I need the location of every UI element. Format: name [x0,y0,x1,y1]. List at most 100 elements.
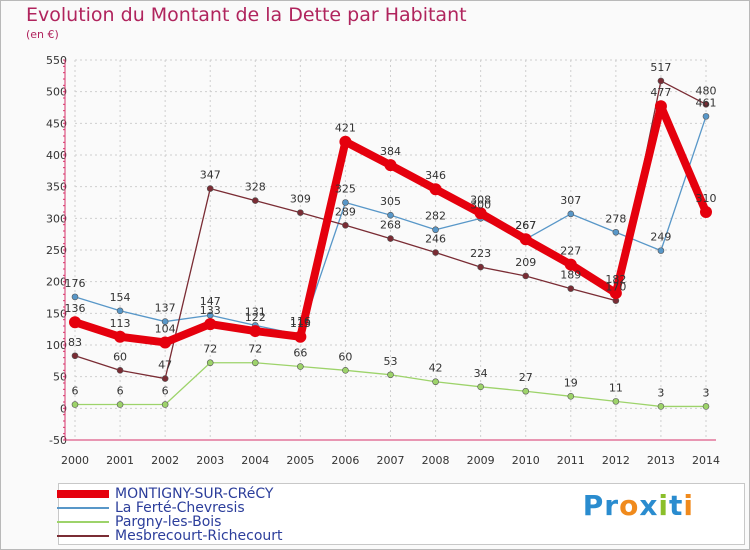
chart-title: Evolution du Montant de la Dette par Hab… [26,4,467,26]
data-point [161,401,169,408]
x-tick-label: 2004 [241,454,269,467]
data-point [429,183,442,196]
data-point [206,359,214,367]
y-tick-label: 350 [46,181,67,194]
data-label: 113 [290,317,311,330]
data-label: 384 [380,145,401,158]
data-point [294,330,307,343]
logo-letter: r [604,489,620,522]
legend-item: La Ferté-Chevresis [57,501,245,515]
data-label: 289 [335,205,356,218]
data-point [114,330,127,343]
data-label: 53 [384,355,398,368]
data-point [161,318,169,325]
data-label: 83 [68,336,82,349]
data-point [206,185,214,192]
x-tick-label: 2002 [151,454,179,467]
data-label: 189 [560,269,581,282]
data-point [297,363,304,370]
data-label: 11 [609,381,623,394]
data-label: 3 [657,386,664,399]
line-chart: -500501001502002503003504004505005502000… [46,54,720,467]
logo-letter: P [582,489,605,522]
data-label: 310 [696,192,717,205]
data-point [297,209,304,216]
data-label: 421 [335,122,356,135]
logo-letter: i [658,489,669,522]
data-label: 170 [605,281,626,294]
data-label: 346 [425,169,446,182]
x-tick-label: 2000 [61,454,89,467]
data-point [342,367,349,374]
data-point [432,249,439,256]
data-label: 113 [110,317,131,330]
data-label: 328 [245,181,266,194]
legend-item: MONTIGNY-SUR-CRéCY [57,487,273,501]
data-label: 6 [117,385,124,398]
x-tick-label: 2010 [512,454,540,467]
data-point [612,398,620,405]
data-point [71,293,79,301]
data-point [612,228,620,236]
data-label: 480 [696,84,717,97]
data-label: 104 [155,322,176,335]
legend-label: Pargny-les-Bois [115,514,222,530]
data-label: 461 [696,96,717,109]
data-label: 300 [470,198,491,211]
data-label: 267 [515,219,536,232]
data-point [474,207,487,220]
legend-label: Mesbrecourt-Richecourt [115,528,283,544]
legend-item: Mesbrecourt-Richecourt [57,529,283,543]
data-point [69,316,81,329]
data-point [71,401,79,408]
data-point [564,258,577,271]
data-point [657,77,665,85]
data-point [161,375,169,382]
x-tick-label: 2001 [106,454,134,467]
legend-label: La Ferté-Chevresis [115,500,245,516]
logo-letter: i [683,489,694,522]
data-point [702,101,710,108]
data-point [700,206,712,218]
data-label: 131 [245,305,266,318]
data-label: 72 [203,343,217,356]
data-label: 308 [470,193,491,206]
data-label: 209 [515,256,536,269]
data-label: 309 [290,193,311,206]
data-label: 6 [162,385,169,398]
legend-swatch [57,507,109,509]
data-label: 182 [605,273,626,286]
y-tick-label: 100 [46,339,67,352]
x-tick-label: 2003 [196,454,224,467]
data-label: 176 [65,277,86,290]
x-tick-label: 2013 [647,454,675,467]
data-point [116,401,124,408]
data-label: 267 [515,219,536,232]
data-label: 154 [110,291,131,304]
data-label: 227 [560,245,581,258]
data-point [251,359,259,367]
axes: -500501001502002503003504004505005502000… [46,54,720,467]
data-point [522,272,530,280]
legend-item: Pargny-les-Bois [57,515,221,529]
data-label: 66 [293,347,307,360]
y-tick-label: 150 [46,307,67,320]
x-tick-label: 2008 [422,454,450,467]
data-label: 60 [113,350,127,363]
data-point [609,287,622,300]
data-point [657,403,665,410]
data-label: 137 [155,302,176,315]
data-label: 517 [650,61,671,74]
x-tick-label: 2007 [377,454,405,467]
data-point [657,247,665,254]
data-label: 249 [650,231,671,244]
data-label: 268 [380,219,401,232]
data-label: 122 [245,311,266,324]
x-tick-label: 2011 [557,454,585,467]
data-point [342,199,349,206]
data-label: 6 [72,385,79,398]
data-point [477,263,484,271]
data-point [654,100,667,113]
data-label: 27 [519,371,533,384]
